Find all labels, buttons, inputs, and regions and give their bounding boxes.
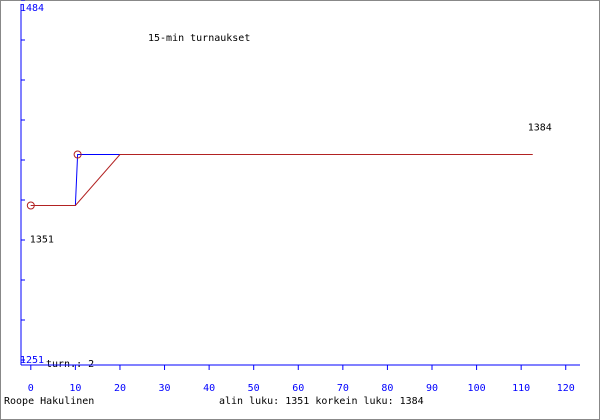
x-tick-label: 50 <box>248 383 260 394</box>
x-tick-label: 70 <box>337 383 349 394</box>
y-tick-label: 1484 <box>20 3 44 14</box>
x-tick-label: 60 <box>292 383 304 394</box>
min-label: 1351 <box>30 234 54 245</box>
author: Roope Hakulinen <box>4 396 94 407</box>
x-tick-label: 0 <box>28 383 34 394</box>
x-tick-label: 110 <box>512 383 530 394</box>
series-line <box>30 154 533 206</box>
chart-title: 15-min turnaukset <box>148 33 250 44</box>
x-tick-label: 30 <box>159 383 171 394</box>
y-tick-label: 1251 <box>20 355 44 366</box>
point-marker <box>26 201 35 210</box>
x-tick-label: 10 <box>69 383 81 394</box>
point-marker <box>73 150 82 159</box>
x-tick-label: 40 <box>203 383 215 394</box>
x-tick-label: 100 <box>468 383 486 394</box>
x-tick-label: 20 <box>114 383 126 394</box>
x-tick-label: 80 <box>381 383 393 394</box>
x-tick-label: 90 <box>426 383 438 394</box>
max-label: 1384 <box>528 123 552 134</box>
x-tick-label: 120 <box>557 383 575 394</box>
summary: alin luku: 1351 korkein luku: 1384 <box>219 396 424 407</box>
